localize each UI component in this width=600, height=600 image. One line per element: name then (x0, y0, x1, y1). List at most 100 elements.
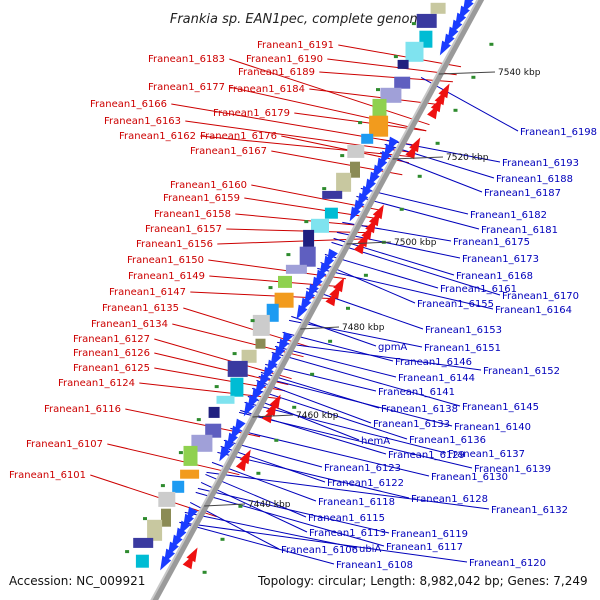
gene-label-left: Franean1_6124 (58, 378, 135, 389)
gene-label-right: Franean1_6188 (496, 174, 573, 185)
leader-line-right (356, 195, 480, 230)
gene-label-right: Franean1_6155 (417, 299, 494, 310)
feature-block (227, 360, 248, 377)
forward-gene-arrow (160, 555, 172, 571)
gene-label-left: Franean1_6183 (148, 54, 225, 65)
gene-label-left: Franean1_6162 (119, 131, 196, 142)
forward-gene-arrow (296, 304, 308, 320)
kbp-label: 7540 kbp (498, 68, 541, 78)
leader-line-right (256, 379, 372, 424)
reverse-gene-arrow (235, 456, 247, 472)
leader-line-right (289, 319, 423, 348)
marker-dot (196, 418, 201, 422)
leader-line-right (277, 341, 482, 371)
kbp-tick-line (300, 326, 340, 330)
leader-line-left (171, 103, 419, 147)
marker-dot (435, 141, 440, 145)
leader-line-right (336, 231, 461, 259)
feature-block (241, 349, 257, 363)
gene-label-left: Franean1_6157 (145, 224, 222, 235)
gene-label-left: Franean1_6160 (170, 180, 247, 191)
reverse-gene-arrow (269, 394, 281, 410)
marker-dot (363, 273, 368, 277)
map-title: Frankia sp. EAN1pec, complete genome (170, 12, 430, 27)
feature-block (285, 264, 307, 274)
marker-dot (238, 504, 243, 508)
marker-dot (292, 405, 297, 409)
marker-dot (393, 55, 398, 59)
gene-label-left: Franean1_6167 (190, 146, 267, 157)
reverse-gene-arrow (372, 204, 384, 220)
leader-line-right (244, 401, 447, 454)
leader-line-right (420, 76, 519, 132)
gene-labels: Franean1_6191 Franean1_6190 Franean1_6183 F… (9, 40, 597, 571)
leader-line-left (226, 228, 371, 234)
leader-line-right (258, 375, 453, 427)
marker-dot (286, 253, 291, 257)
reverse-gene-arrow (427, 104, 439, 120)
leader-line-left (217, 238, 368, 245)
feature-block (299, 246, 316, 267)
gene-label-right: Franean1_6187 (484, 188, 561, 199)
gene-label-right: Franean1_6136 (409, 435, 486, 446)
feature-block (416, 13, 437, 28)
gene-label-right: Franean1_6198 (520, 127, 597, 138)
gene-label-right: Franean1_6113 (309, 528, 386, 539)
gene-label-right: Franean1_6139 (474, 464, 551, 475)
gene-label-right: Franean1_6181 (481, 225, 558, 236)
backbone-line (152, 0, 485, 600)
marker-dot (322, 187, 327, 191)
gene-label-right: ubiA (359, 544, 381, 555)
leader-line-right (230, 427, 430, 477)
marker-dot (304, 220, 309, 224)
leader-line-right (247, 395, 360, 441)
leader-line-left (200, 135, 413, 158)
gene-label-right: Franean1_6120 (469, 558, 546, 569)
marker-dot (268, 286, 273, 290)
feature-block (208, 406, 220, 418)
feature-block (405, 41, 424, 62)
leader-line-left (309, 88, 441, 106)
leader-line-left (338, 44, 462, 68)
leader-line-right (384, 143, 495, 179)
leader-line-right (324, 253, 439, 289)
gene-label-right: Franean1_6152 (483, 366, 560, 377)
gene-label-left: Franean1_6179 (213, 108, 290, 119)
feature-block (274, 292, 294, 308)
gene-label-left: Franean1_6134 (91, 319, 168, 330)
marker-dot (340, 154, 345, 158)
feature-block (133, 537, 154, 548)
marker-dot (125, 550, 130, 554)
gene-label-left: Franean1_6135 (102, 303, 179, 314)
feature-block (252, 314, 270, 336)
feature-block (347, 144, 365, 158)
gene-label-right: gpmA (378, 342, 407, 353)
feature-block (430, 2, 446, 14)
reverse-gene-arrow (434, 90, 446, 106)
feature-block (372, 98, 387, 117)
forward-gene-arrow (243, 401, 255, 417)
marker-dot (250, 319, 255, 323)
gene-label-right: Franean1_6132 (491, 505, 568, 516)
gene-label-right: Franean1_6141 (378, 387, 455, 398)
feature-block (278, 275, 292, 288)
marker-dot (256, 471, 261, 475)
gene-label-right: Franean1_6118 (318, 497, 395, 508)
leader-line-left (185, 120, 415, 154)
feature-block (311, 218, 329, 233)
marker-dot (376, 88, 380, 92)
reverse-gene-arrow (409, 137, 421, 153)
kbp-label: 7460 kbp (296, 411, 339, 421)
gene-label-right: Franean1_6129 (388, 450, 465, 461)
leader-line-right (179, 521, 468, 563)
feature-block (135, 554, 149, 568)
reverse-gene-arrow (239, 449, 251, 465)
leader-line-left (90, 474, 217, 518)
gene-label-right: Franean1_6137 (448, 449, 525, 460)
marker-dot (214, 385, 219, 389)
leader-line-right (271, 351, 461, 407)
kbp-tick-line (392, 156, 444, 160)
leader-line-left (319, 71, 453, 83)
gene-label-right: Franean1_6146 (395, 357, 472, 368)
feature-block (303, 229, 315, 247)
